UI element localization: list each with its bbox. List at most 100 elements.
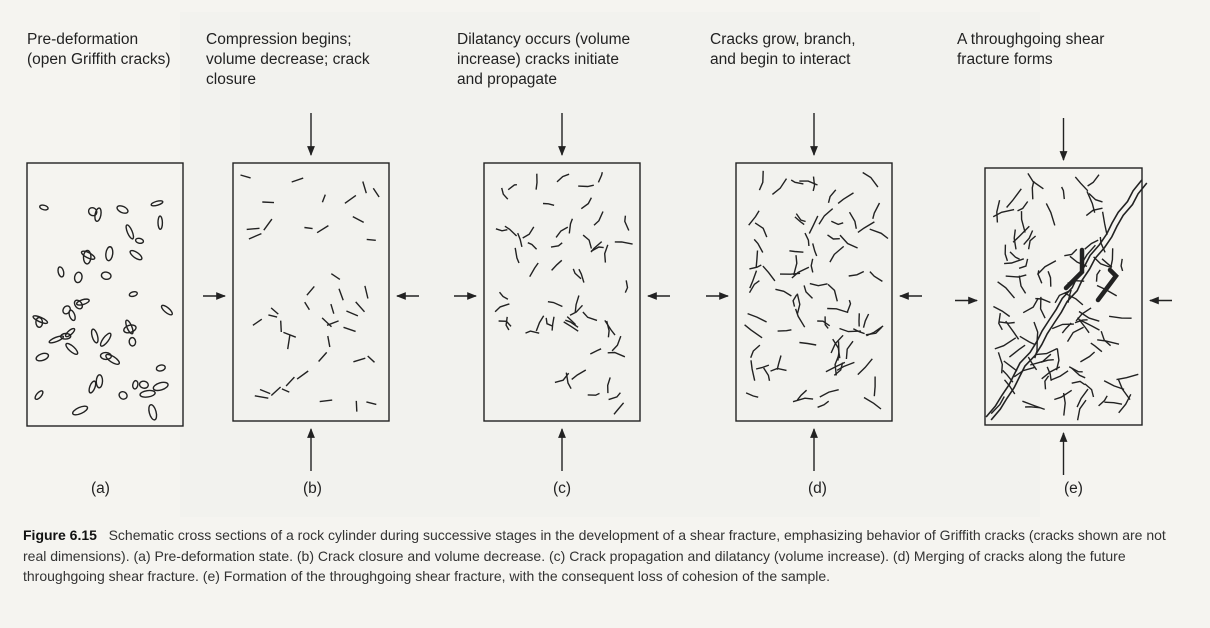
microcrack <box>792 397 814 403</box>
microcrack <box>614 241 633 245</box>
microcrack <box>346 310 359 317</box>
griffith-crack <box>90 328 99 344</box>
microcrack <box>1018 258 1029 269</box>
microcrack <box>869 271 883 282</box>
microcrack <box>1088 192 1103 203</box>
microcrack <box>1027 235 1037 250</box>
griffith-crack <box>32 315 49 325</box>
microcrack <box>304 226 313 230</box>
microcrack <box>873 376 876 397</box>
microcrack <box>551 259 563 271</box>
microcrack <box>994 337 1017 350</box>
microcrack <box>1025 406 1040 409</box>
microcrack <box>1027 173 1044 190</box>
microcrack <box>545 317 553 327</box>
microcrack <box>535 173 538 190</box>
microcrack <box>996 200 1001 223</box>
microcrack <box>1013 229 1017 250</box>
microcrack <box>1071 380 1086 386</box>
microcrack <box>796 293 801 314</box>
griffith-crack <box>125 319 134 335</box>
griffith-crack <box>155 364 166 372</box>
microcrack <box>812 243 818 257</box>
griffith-crack <box>87 206 98 217</box>
griffith-crack <box>99 351 112 361</box>
microcrack <box>771 178 788 195</box>
microcrack <box>542 202 555 206</box>
microcrack <box>869 228 889 240</box>
panel-label-e: (e) <box>1064 480 1083 497</box>
griffith-crack <box>73 271 83 284</box>
microcrack <box>321 317 332 328</box>
griffith-crack <box>138 380 149 389</box>
griffith-crack <box>152 381 169 392</box>
microcrack <box>246 227 260 231</box>
microcrack <box>863 396 882 410</box>
microcrack <box>571 369 587 380</box>
microcrack <box>748 280 760 294</box>
microcrack <box>590 246 604 252</box>
caption-text: Schematic cross sections of a rock cylin… <box>23 527 1166 584</box>
microcrack <box>604 320 616 336</box>
microcrack <box>1023 230 1034 246</box>
griffith-crack <box>62 305 71 315</box>
rock-sample-e <box>984 167 1143 426</box>
microcrack <box>501 187 509 200</box>
microcrack <box>607 351 626 358</box>
microcrack <box>763 367 771 381</box>
microcrack <box>1004 244 1009 262</box>
microcrack <box>495 228 508 232</box>
microcrack <box>507 184 517 191</box>
griffith-crack <box>94 207 102 223</box>
microcrack <box>1061 322 1072 334</box>
microcrack <box>352 215 365 224</box>
griffith-crack <box>160 304 173 316</box>
microcrack <box>582 234 593 249</box>
microcrack <box>330 273 341 280</box>
microcrack <box>498 320 512 327</box>
griffith-crack <box>118 390 128 400</box>
microcrack <box>1082 244 1096 262</box>
microcrack <box>318 351 328 362</box>
microcrack <box>796 389 808 401</box>
microcrack <box>1003 360 1018 372</box>
griffith-crack <box>35 352 50 362</box>
microcrack <box>1005 274 1027 278</box>
microcrack <box>1084 239 1099 250</box>
microcrack <box>252 318 263 326</box>
microcrack <box>568 218 574 234</box>
microcrack <box>306 285 315 296</box>
microcrack <box>316 225 329 234</box>
rock-sample-a <box>26 162 184 427</box>
microcrack <box>1104 401 1123 405</box>
microcrack <box>837 341 840 361</box>
microcrack <box>1046 366 1052 381</box>
microcrack <box>517 232 523 248</box>
griffith-crack <box>128 336 137 347</box>
microcrack <box>529 262 539 278</box>
microcrack <box>1087 174 1100 187</box>
microcrack <box>750 344 761 359</box>
microcrack <box>240 174 251 179</box>
microcrack <box>827 307 849 314</box>
griffith-crack <box>80 250 96 260</box>
microcrack <box>589 348 602 355</box>
microcrack <box>1097 339 1120 345</box>
microcrack <box>779 272 801 275</box>
microcrack <box>270 386 282 397</box>
microcrack <box>799 341 817 346</box>
griffith-crack <box>39 204 49 211</box>
microcrack <box>1066 326 1084 342</box>
microcrack <box>819 389 839 398</box>
microcrack <box>1076 388 1089 408</box>
microcrack <box>330 303 335 314</box>
microcrack <box>522 226 535 239</box>
microcrack <box>547 301 563 308</box>
microcrack <box>1020 211 1026 233</box>
microcrack <box>755 250 759 268</box>
microcrack <box>611 335 622 352</box>
figure-caption: Figure 6.15 Schematic cross sections of … <box>23 525 1193 587</box>
microcrack <box>262 201 275 204</box>
microcrack <box>755 364 770 370</box>
microcrack <box>1044 375 1050 390</box>
